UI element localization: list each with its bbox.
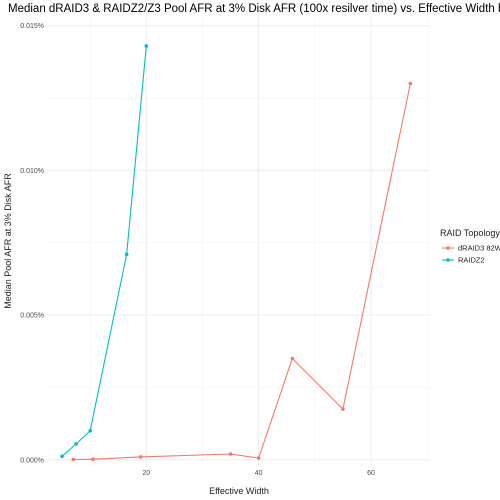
data-point-raidz2 — [88, 429, 92, 433]
y-tick-label: 0.010% — [20, 168, 44, 175]
data-point-draid3-82w — [91, 457, 95, 462]
plot-panel — [48, 17, 430, 465]
y-tick-label: 0.000% — [20, 457, 44, 464]
legend-key-point — [446, 258, 450, 262]
data-point-raidz2 — [60, 454, 64, 459]
legend-item-raidz2: RAIDZ2 — [442, 256, 485, 265]
legend-label: dRAID3 82W — [458, 244, 500, 253]
legend-item-draid3-82w: dRAID3 82W — [442, 244, 500, 253]
legend-items: dRAID3 82W RAIDZ2 — [442, 244, 500, 265]
legend: RAID Topology dRAID3 82W RAIDZ2 — [440, 228, 500, 265]
y-axis-ticks: 0.000% 0.005% 0.010% 0.015% — [20, 23, 44, 464]
data-point-draid3-82w — [408, 81, 413, 86]
y-tick-label: 0.015% — [20, 23, 44, 30]
series-line-draid3-82w — [73, 83, 411, 461]
x-axis-title: Effective Width — [209, 486, 269, 496]
y-axis-title: Median Pool AFR at 3% Disk AFR — [3, 173, 13, 309]
data-point-draid3-82w — [228, 452, 233, 456]
legend-title: RAID Topology — [440, 228, 500, 238]
data-point-draid3-82w — [341, 407, 345, 411]
legend-label: RAIDZ2 — [458, 256, 485, 265]
data-point-draid3-82w — [290, 356, 295, 361]
data-point-raidz2 — [74, 442, 78, 446]
data-point-raidz2 — [124, 252, 129, 257]
grid — [48, 17, 430, 465]
data-point-draid3-82w — [138, 455, 143, 459]
x-tick-label: 60 — [367, 470, 375, 477]
y-tick-label: 0.005% — [20, 313, 44, 320]
x-tick-label: 40 — [255, 470, 263, 477]
data-point-draid3-82w — [256, 456, 261, 460]
x-axis-ticks: 20 40 60 — [142, 470, 375, 477]
legend-key-point — [446, 246, 450, 250]
x-tick-label: 20 — [142, 470, 150, 477]
series-raidz2 — [60, 44, 149, 459]
data-point-draid3-82w — [71, 457, 76, 462]
series-layer — [60, 44, 413, 462]
chart-title: Median dRAID3 & RAIDZ2/Z3 Pool AFR at 3%… — [8, 3, 500, 15]
data-point-raidz2 — [144, 44, 149, 48]
series-draid3-82w — [71, 81, 413, 462]
